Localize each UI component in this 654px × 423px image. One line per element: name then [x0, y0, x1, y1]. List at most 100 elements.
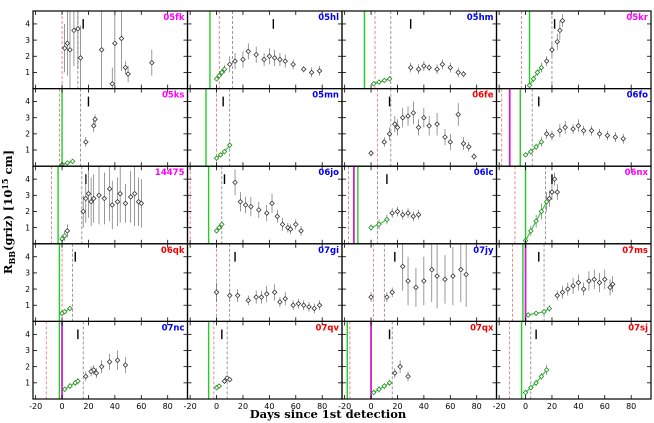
data-point [122, 362, 129, 368]
data-point [69, 158, 76, 165]
data-point [295, 300, 302, 307]
data-point [460, 140, 467, 147]
y-tick-label: 2 [25, 207, 30, 216]
data-point [434, 66, 440, 72]
data-point [226, 376, 233, 383]
data-point [562, 124, 568, 131]
data-point [609, 281, 616, 287]
panel-05fk: 1 2 3 4 05fk [25, 10, 189, 90]
x-tick-label: 60 [445, 402, 455, 411]
panel-label: 05ks [162, 91, 185, 101]
panel-07sj: 07sj [495, 320, 652, 400]
y-tick-label: 2 [25, 130, 30, 139]
y-axis-title: RBB(griz) [1015 cm] [0, 150, 17, 274]
x-tick-label: 80 [472, 402, 482, 411]
data-point [71, 27, 77, 34]
data-point [61, 308, 68, 315]
data-point [386, 380, 393, 386]
data-point [429, 266, 435, 273]
data-point [533, 218, 539, 224]
data-point [413, 284, 419, 291]
data-point [580, 127, 587, 134]
data-point [114, 357, 121, 363]
data-point [554, 38, 561, 45]
data-point [61, 45, 68, 51]
data-point [75, 378, 81, 384]
green-fit-line [373, 78, 390, 85]
data-point [447, 64, 454, 71]
data-point [287, 226, 294, 233]
data-point [213, 228, 220, 234]
data-point [546, 195, 553, 202]
x-tick-label: 40 [264, 402, 274, 411]
data-point [546, 305, 553, 312]
data-point [538, 64, 545, 71]
panel-content [368, 243, 469, 322]
y-tick-label: 3 [25, 113, 30, 122]
x-tick-label: -20 [338, 402, 351, 411]
panel-label: 07sj [628, 323, 648, 333]
panel-label: 05fk [163, 13, 185, 23]
data-point [316, 302, 323, 308]
green-fit-line [216, 68, 225, 80]
data-point [442, 134, 448, 140]
data-point [221, 378, 228, 384]
panel-label: 06qk [161, 246, 185, 256]
data-point [543, 58, 550, 64]
data-point [242, 202, 249, 208]
data-point [389, 210, 395, 216]
panel-content [189, 166, 304, 244]
y-tick-label: 4 [25, 20, 30, 29]
data-point [316, 68, 323, 74]
data-point [376, 386, 382, 393]
data-point [570, 283, 576, 289]
data-point [588, 127, 595, 134]
data-point [399, 114, 406, 121]
data-point [279, 221, 286, 228]
panel-07jy: 07jy [341, 243, 498, 323]
data-point [290, 61, 296, 68]
data-point [221, 66, 228, 72]
panel-07gi: 07gi [186, 243, 343, 323]
data-point [549, 189, 555, 195]
panel-06nx: 06nx [495, 165, 652, 245]
data-point [253, 51, 259, 58]
data-point [549, 47, 555, 53]
panel-content [58, 243, 76, 322]
panel-label: 07ms [622, 246, 648, 256]
data-point [93, 370, 100, 376]
data-point [538, 373, 545, 380]
data-point [528, 384, 534, 391]
data-point [245, 297, 252, 304]
data-point [607, 284, 613, 291]
data-point [271, 55, 278, 61]
data-point [213, 76, 220, 82]
data-point [131, 190, 138, 197]
data-point [368, 224, 374, 231]
data-point [426, 123, 432, 129]
data-point [421, 278, 427, 284]
data-point [533, 380, 539, 386]
data-point [381, 139, 388, 145]
data-point [88, 199, 94, 205]
data-point [528, 228, 534, 234]
data-point [122, 200, 129, 207]
x-tick-label: 0 [60, 402, 65, 411]
panel-06fo: 06fo [495, 87, 652, 167]
data-point [381, 383, 388, 389]
data-point [138, 200, 145, 207]
data-point [394, 208, 401, 215]
data-point [604, 132, 611, 139]
data-point [386, 76, 393, 82]
data-point [149, 59, 155, 66]
data-point [253, 294, 259, 300]
data-point [271, 289, 278, 296]
data-point [415, 124, 422, 131]
x-tick-label: 60 [600, 402, 610, 411]
data-point [80, 208, 86, 215]
panel-05ks: 1 2 3 4 05ks [25, 87, 189, 167]
data-point [421, 114, 427, 121]
data-point [67, 305, 73, 312]
panel-content [512, 243, 616, 322]
data-point [118, 35, 125, 42]
